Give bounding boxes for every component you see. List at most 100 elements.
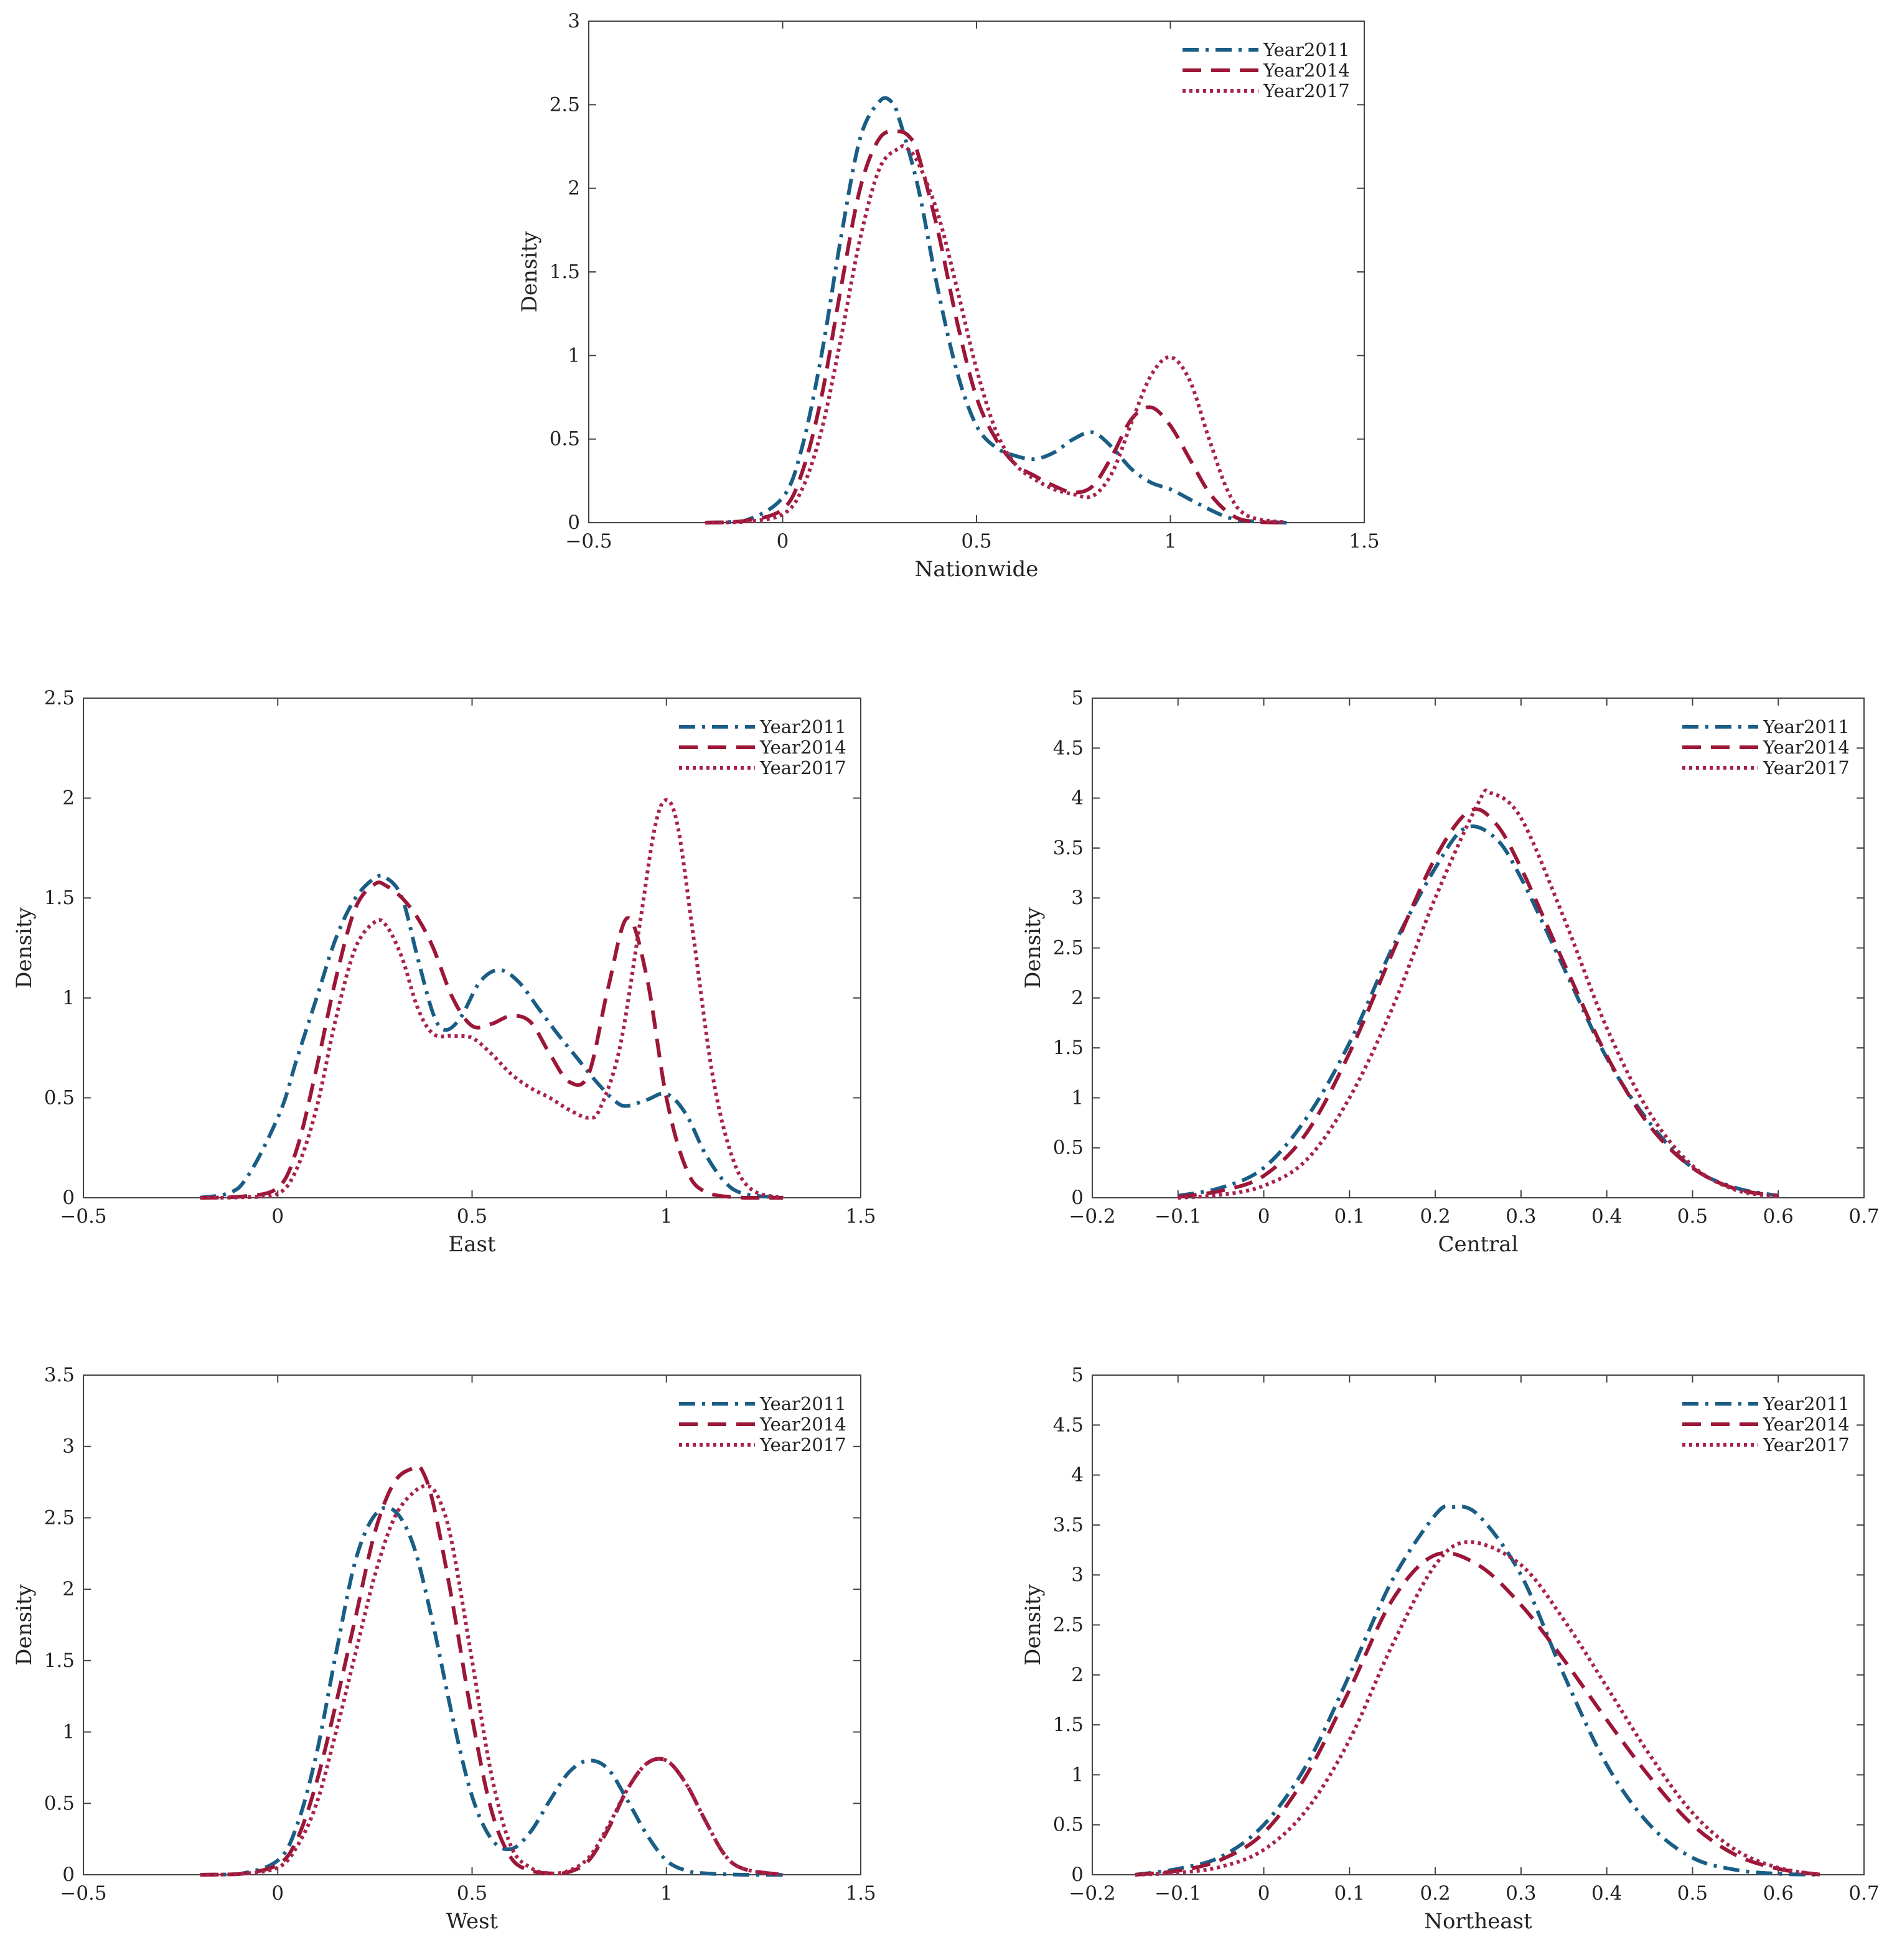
y-axis-label: Density	[517, 231, 542, 312]
legend-label: Year2017	[759, 1434, 846, 1455]
x-tick-label: 1.5	[1349, 530, 1379, 553]
series-line-year2014	[200, 880, 784, 1200]
legend-label: Year2011	[759, 716, 846, 737]
chart-central: −0.2 −0.1 0 0.1 0.2 0.3 0.4 0.5 0.6 0.7 0 0.5 1 1.5 2 2…	[1021, 687, 1880, 1257]
y-tick-label: 1	[1071, 1086, 1084, 1109]
legend-label: Year2017	[759, 757, 846, 778]
x-tick-label: 0.6	[1763, 1882, 1794, 1905]
y-tick-label: 0	[568, 511, 580, 534]
x-tick-label: 0.5	[1677, 1882, 1708, 1905]
legend-label: Year2011	[1263, 39, 1350, 60]
legend-label: Year2011	[759, 1393, 846, 1414]
x-tick-label: 0.2	[1420, 1882, 1450, 1905]
x-tick-label: 0	[271, 1882, 284, 1905]
x-tick-label: 0.3	[1506, 1882, 1536, 1905]
legend-label: Year2014	[759, 737, 846, 758]
y-tick-label: 0.5	[1053, 1814, 1084, 1836]
y-tick-label: 1.5	[1053, 1714, 1084, 1736]
y-tick-label: 0	[62, 1187, 75, 1209]
x-tick-label: 1.5	[845, 1882, 876, 1905]
y-tick-label: 3	[568, 10, 580, 32]
y-axis-label: Density	[12, 1584, 37, 1665]
y-tick-label: 0.5	[550, 428, 580, 450]
series-line-year2017	[1135, 1540, 1822, 1877]
legend-label: Year2014	[1763, 737, 1850, 758]
y-tick-label: 1.5	[1053, 1037, 1084, 1059]
y-tick-label: 2	[62, 787, 75, 810]
series-line-year2011	[199, 874, 784, 1200]
y-axis-label: Density	[1021, 1584, 1046, 1665]
y-tick-label: 4.5	[1053, 1414, 1084, 1436]
y-tick-label: 0.5	[44, 1792, 75, 1814]
y-tick-label: 3.5	[1053, 1514, 1084, 1536]
y-tick-label: 1.5	[550, 261, 580, 283]
x-tick-label: 1	[660, 1882, 673, 1905]
x-tick-label: 0.2	[1420, 1205, 1450, 1228]
x-tick-label: 0.1	[1334, 1205, 1365, 1228]
y-tick-label: 2.5	[44, 1506, 75, 1529]
y-tick-label: 2	[568, 177, 580, 200]
plot-frame	[588, 21, 1365, 523]
legend-label: Year2017	[1263, 80, 1350, 101]
legend-label: Year2011	[1763, 716, 1850, 737]
legend-label: Year2014	[759, 1414, 846, 1435]
legend-label: Year2017	[1763, 1434, 1850, 1455]
x-tick-label: 1.5	[845, 1205, 876, 1228]
series-line-year2014	[200, 1463, 784, 1877]
series-line-year2014	[1135, 1551, 1822, 1877]
x-tick-label: 0.7	[1848, 1882, 1879, 1905]
legend-label: Year2014	[1763, 1414, 1850, 1435]
x-axis-label: Northeast	[1424, 1909, 1532, 1934]
x-tick-label: 0	[777, 530, 789, 553]
y-tick-label: 1	[62, 987, 75, 1009]
x-tick-label: 0	[271, 1205, 284, 1228]
series-line-year2017	[200, 1483, 784, 1877]
x-tick-label: −0.1	[1155, 1205, 1201, 1228]
plot-frame	[83, 698, 861, 1198]
y-tick-label: 5	[1071, 687, 1084, 709]
x-tick-label: 0.5	[457, 1205, 487, 1228]
x-tick-label: −0.5	[60, 1205, 106, 1228]
y-tick-label: 2.5	[1053, 937, 1084, 959]
y-tick-label: 0.5	[1053, 1137, 1084, 1159]
x-tick-label: 0.4	[1591, 1205, 1622, 1228]
y-tick-label: 2.5	[550, 93, 580, 116]
x-tick-label: 0.3	[1506, 1205, 1536, 1228]
chart-east: −0.5 0 0.5 1 1.500.511.522.5EastDensityYear2…	[12, 687, 876, 1257]
y-tick-label: 2.5	[1053, 1614, 1084, 1636]
y-tick-label: 2	[1071, 987, 1084, 1009]
y-tick-label: 3.5	[44, 1364, 75, 1386]
x-tick-label: 0.6	[1763, 1205, 1794, 1228]
legend-label: Year2014	[1263, 60, 1350, 81]
x-tick-label: 0	[1258, 1205, 1270, 1228]
plot-frame	[1092, 1374, 1865, 1875]
x-tick-label: −0.5	[565, 530, 612, 553]
legend-label: Year2017	[1763, 757, 1850, 778]
series-line-year2011	[1178, 824, 1779, 1198]
y-tick-label: 3	[1071, 1564, 1084, 1586]
y-tick-label: 2	[1071, 1664, 1084, 1686]
series-line-year2017	[705, 144, 1287, 525]
x-tick-label: 0.4	[1591, 1882, 1622, 1905]
y-tick-label: 4	[1071, 1464, 1084, 1486]
x-tick-label: 0	[1258, 1882, 1270, 1905]
y-tick-label: 1	[62, 1721, 75, 1743]
y-tick-label: 0	[62, 1864, 75, 1886]
y-tick-label: 0	[1071, 1187, 1084, 1209]
y-tick-label: 4.5	[1053, 737, 1084, 759]
series-line-year2017	[200, 798, 784, 1200]
chart-west: −0.5 0 0.5 1 1.500.511.522.533.5WestDensityY…	[12, 1364, 876, 1934]
y-tick-label: 1.5	[44, 887, 75, 909]
y-tick-label: 2	[62, 1578, 75, 1600]
y-axis-label: Density	[12, 907, 37, 988]
x-tick-label: 0.1	[1334, 1882, 1365, 1905]
chart-nationwide: −0.5 0 0.5 1 1.500.511.522.53NationwideDensi…	[517, 10, 1380, 582]
y-tick-label: 1.5	[44, 1650, 75, 1672]
x-tick-label: −0.5	[60, 1882, 106, 1905]
series-line-year2011	[200, 1505, 784, 1877]
y-tick-label: 1	[568, 344, 580, 366]
x-tick-label: −0.1	[1155, 1882, 1201, 1905]
x-axis-label: West	[446, 1909, 499, 1934]
series-line-year2014	[705, 129, 1287, 525]
